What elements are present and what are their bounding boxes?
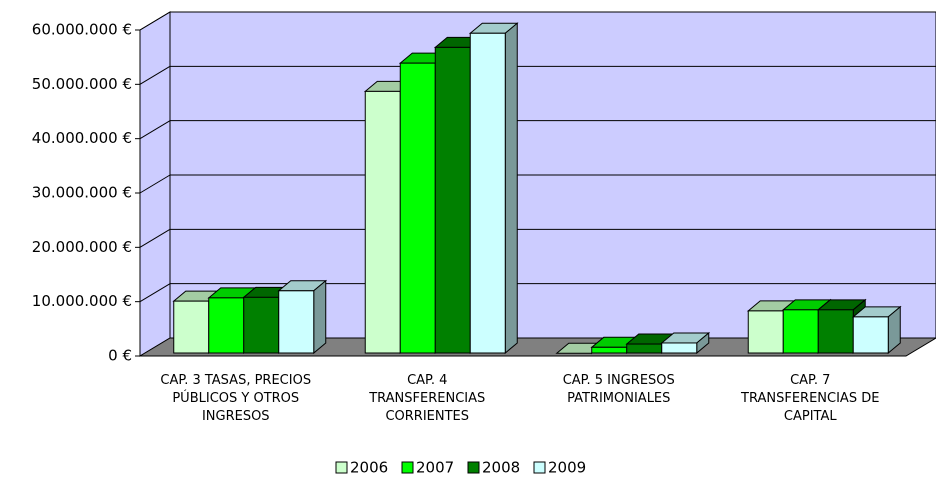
x-tick-label: CAP. 4 TRANSFERENCIAS CORRIENTES [369,373,486,424]
grid-line [139,120,171,140]
y-tick-label: 10.000.000 € [32,292,132,310]
bar-side [504,22,518,355]
x-tick-label: CAP. 7 TRANSFERENCIAS DE CAPITAL [741,373,880,424]
legend-swatch [533,461,546,474]
y-tick-label: 0 € [108,347,132,365]
bar [591,346,628,354]
bar [747,310,784,354]
legend-swatch [335,461,348,474]
grid-line [139,283,171,303]
x-tick-label: CAP. 5 INGRESOS PATRIMONIALES [562,373,675,406]
grid-line [139,228,171,248]
y-tick-label: 50.000.000 € [32,75,132,93]
bar [278,290,315,354]
bar [399,62,436,354]
legend-label: 2007 [416,459,454,477]
legend-label: 2006 [350,459,388,477]
bar [243,296,280,354]
grid-line [139,65,171,85]
bar [173,300,210,354]
legend-swatch [401,461,414,474]
y-tick-label: 40.000.000 € [32,129,132,147]
y-tick-label: 60.000.000 € [32,21,132,39]
bar [782,309,819,354]
grid-line [139,174,171,194]
bar [661,342,698,354]
bar [852,316,889,354]
x-tick-label: CAP. 3 TASAS, PRECIOS PÚBLICOS Y OTROS I… [160,373,312,424]
bar [817,309,854,354]
floor [138,337,936,357]
y-tick-label: 30.000.000 € [32,184,132,202]
bar [626,343,663,354]
bar [364,90,401,354]
legend-swatch [467,461,480,474]
y-tick-label: 20.000.000 € [32,238,132,256]
bar [208,297,245,354]
grid-line [139,11,171,31]
bar [434,46,471,354]
legend-label: 2008 [482,459,520,477]
bar-side [313,279,327,355]
bar [469,32,506,354]
legend-label: 2009 [548,459,586,477]
